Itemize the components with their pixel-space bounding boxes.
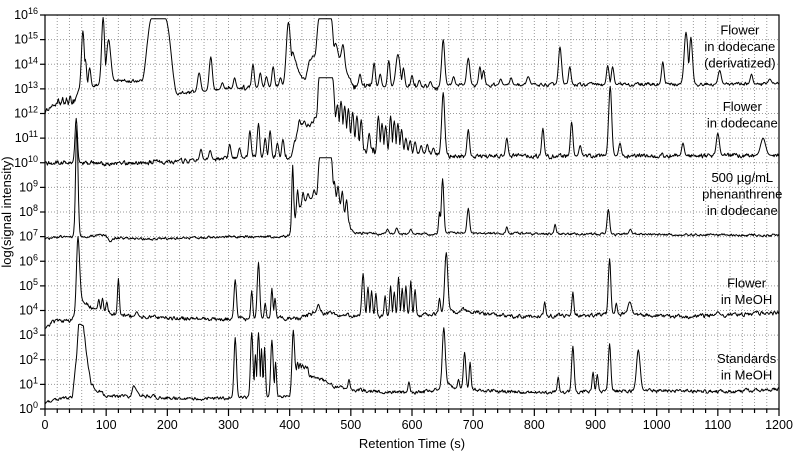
- grid-layer: [45, 15, 779, 409]
- y-tick-label: 104: [19, 302, 38, 318]
- series-label-line: (derivatized): [704, 56, 776, 71]
- y-tick-label: 102: [19, 351, 38, 367]
- trace-500-g-ml-phenanthrene-in-dodecane: [44, 125, 780, 243]
- y-tick-label: 109: [19, 178, 38, 194]
- y-tick-label: 1011: [15, 129, 38, 145]
- x-tick-label: 200: [157, 418, 178, 432]
- series-label-line: in dodecane: [707, 115, 778, 130]
- series-label-line: in MeOH: [721, 367, 772, 382]
- x-tick-label: 300: [218, 418, 239, 432]
- trace-flower-in-dodecane-derivatized: [44, 17, 780, 114]
- x-tick-label: 1000: [643, 418, 671, 432]
- y-tick-label: 103: [19, 326, 38, 342]
- y-tick-label: 1012: [14, 105, 38, 121]
- y-tick-label: 1014: [14, 55, 38, 71]
- series-label-line: in dodecane: [707, 203, 778, 218]
- y-tick-label: 1013: [14, 80, 38, 96]
- series-label-line: in dodecane: [704, 39, 775, 54]
- trace-layer: [44, 17, 780, 404]
- y-tick-label: 1010: [14, 154, 38, 170]
- series-label-line: Standards: [717, 351, 777, 366]
- x-tick-label: 400: [279, 418, 300, 432]
- y-tick-label: 106: [19, 252, 38, 268]
- series-label-line: Flower: [723, 99, 763, 114]
- x-tick-label: 1100: [704, 418, 731, 432]
- x-tick-label: 800: [524, 418, 545, 432]
- tick-layer: [40, 14, 780, 416]
- x-tick-label: 0: [42, 418, 49, 432]
- trace-standards-in-meoh: [44, 323, 780, 404]
- y-tick-label: 105: [19, 277, 38, 293]
- x-tick-label: 700: [463, 418, 484, 432]
- x-tick-label: 500: [340, 418, 361, 432]
- y-tick-label: 1015: [14, 31, 38, 47]
- trace-flower-in-meoh: [44, 236, 780, 329]
- trace-flower-in-dodecane: [44, 77, 780, 167]
- series-label-line: Flower: [720, 23, 760, 38]
- y-tick-label: 108: [19, 203, 38, 219]
- x-axis-title: Retention Time (s): [359, 436, 465, 451]
- series-label-line: in MeOH: [721, 292, 772, 307]
- x-tick-label: 600: [402, 418, 423, 432]
- series-label-line: phenanthrene: [702, 187, 782, 202]
- y-tick-label: 107: [19, 228, 38, 244]
- series-label-line: 500 µg/mL: [711, 170, 773, 185]
- x-tick-label: 900: [585, 418, 606, 432]
- tick-label-layer: 0 100 200 300 400 500 600 700 800 900 1000 1100 1200…: [14, 6, 793, 432]
- y-axis-title: log(signal intensity): [0, 156, 14, 267]
- x-tick-label: 1200: [765, 418, 793, 432]
- series-label-line: Flower: [727, 276, 767, 291]
- y-tick-label: 101: [19, 375, 38, 391]
- x-tick-label: 100: [96, 418, 117, 432]
- y-tick-label: 1016: [14, 6, 38, 22]
- y-tick-label: 100: [19, 400, 38, 416]
